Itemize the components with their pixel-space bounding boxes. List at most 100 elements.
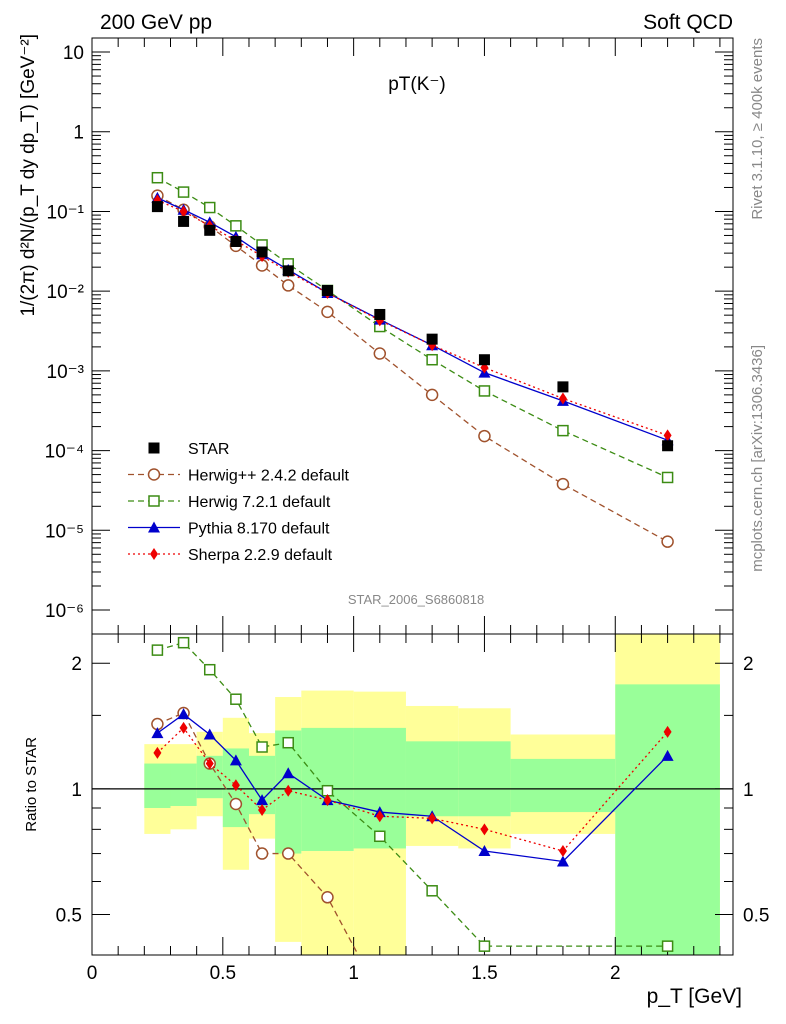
data-point-sherpa	[153, 746, 162, 759]
data-point-herwigpp	[321, 305, 334, 319]
data-point-pythia	[556, 855, 569, 867]
uncertainty-band-stat	[144, 763, 171, 808]
x-tick-label: 0.5	[210, 963, 236, 984]
data-point-star	[374, 308, 386, 320]
data-point-sherpa	[205, 757, 214, 770]
series-line-sherpa	[157, 199, 668, 437]
data-point-sherpa	[258, 804, 267, 817]
data-point-herwigpp	[229, 797, 243, 811]
legend-marker-sherpa	[150, 548, 158, 560]
data-point-herwig7	[230, 220, 242, 232]
legend-label-star: STAR	[188, 441, 229, 458]
ratio-y-axis-label: Ratio to STAR	[23, 737, 40, 832]
x-tick-label: 1.5	[471, 963, 497, 984]
x-tick-label: 1	[348, 963, 359, 984]
data-point-herwigpp	[556, 477, 570, 491]
data-point-star	[426, 333, 438, 345]
data-point-herwigpp	[661, 535, 674, 548]
ratio-y-tick-label: 0.5	[56, 906, 82, 927]
series-line-herwigpp	[157, 712, 359, 955]
data-point-herwigpp	[281, 847, 295, 860]
y-tick-label: 10⁻⁴	[45, 442, 84, 463]
data-point-herwigpp	[478, 429, 491, 443]
data-point-herwigpp	[321, 891, 334, 904]
data-point-sherpa	[480, 823, 489, 836]
data-point-herwigpp	[255, 847, 269, 860]
data-point-pythia	[661, 749, 674, 761]
data-point-star	[178, 215, 190, 227]
data-point-star	[662, 440, 674, 452]
data-point-herwig7	[203, 201, 216, 214]
data-point-pythia	[229, 754, 242, 766]
main-plot: 10⁻⁶ 10⁻⁵ 10⁻⁴ 10⁻³ 10⁻² 10⁻¹ 1 10 pT(K⁻) STAR_…	[18, 34, 734, 635]
data-point-herwig7	[256, 741, 268, 753]
series-line-pythia	[157, 713, 669, 863]
legend-label-sherpa: Sherpa 2.2.9 default	[188, 547, 333, 564]
legend-label-herwig7: Herwig 7.2.1 default	[188, 494, 331, 511]
ratio-y-tick-label: 0.5	[743, 906, 769, 927]
data-point-sherpa	[179, 205, 188, 218]
plot-title: pT(K⁻)	[388, 74, 446, 95]
data-point-sherpa	[284, 784, 293, 797]
data-point-sherpa	[375, 810, 384, 823]
data-point-sherpa	[558, 392, 567, 405]
data-point-herwig7	[374, 830, 386, 843]
main-y-axis-label: 1/(2π) d²N/(p_T dy dp_T) [GeV⁻²]	[18, 34, 39, 317]
data-point-sherpa	[179, 721, 188, 734]
data-point-star	[478, 354, 490, 366]
ratio-plot-frame	[91, 633, 734, 956]
data-point-pythia	[478, 844, 491, 856]
data-point-star	[282, 265, 294, 277]
data-point-star	[230, 235, 242, 247]
y-tick-label: 10⁻³	[47, 362, 85, 383]
y-tick-label: 10⁻²	[47, 282, 85, 303]
data-point-herwig7	[151, 644, 164, 656]
uncertainty-band-stat	[170, 763, 197, 806]
data-point-star	[557, 381, 569, 393]
legend-marker-herwig7	[148, 495, 160, 507]
uncertainty-band-stat	[510, 758, 616, 813]
data-point-herwig7	[230, 693, 242, 705]
uncertainty-band-stat	[615, 684, 720, 955]
ratio-y-tick-label: 2	[743, 654, 754, 675]
legend-marker-star	[148, 442, 160, 454]
uncertainty-band-stat	[353, 727, 406, 849]
x-axis-label: p_T [GeV]	[647, 985, 742, 1008]
data-point-herwig7	[426, 885, 438, 897]
data-point-pythia	[282, 767, 295, 779]
data-point-pythia	[256, 794, 269, 806]
ratio-plot: 0.5 0.5 1 1 2 2 0 0.5 1 1.5 2 Ratio to STAR p_T [G…	[23, 633, 769, 1008]
y-tick-label: 10⁻⁶	[45, 601, 84, 622]
uncertainty-band-stat	[405, 741, 459, 817]
data-point-herwig7	[177, 186, 190, 198]
data-point-sherpa	[323, 794, 332, 807]
data-point-herwig7	[282, 736, 294, 749]
data-point-star	[204, 224, 216, 236]
data-point-sherpa	[663, 429, 672, 442]
data-point-sherpa	[558, 844, 567, 857]
y-tick-label: 10⁻⁵	[45, 521, 84, 542]
legend-marker-pythia	[148, 521, 160, 533]
data-point-sherpa	[428, 812, 437, 825]
y-tick-label: 10	[63, 43, 84, 64]
data-point-pythia	[151, 727, 164, 739]
data-point-herwig7	[151, 171, 164, 184]
rivet-version-label: Rivet 3.1.10, ≥ 400k events	[749, 38, 766, 220]
data-point-star	[151, 201, 163, 213]
legend-marker-herwigpp	[147, 468, 161, 481]
collision-label: 200 GeV pp	[100, 11, 212, 34]
data-point-sherpa	[231, 779, 240, 792]
data-point-pythia	[177, 708, 190, 720]
legend-label-pythia: Pythia 8.170 default	[188, 521, 330, 538]
x-tick-label: 0	[87, 963, 98, 984]
ratio-y-tick-label: 1	[71, 780, 82, 801]
source-label: mcplots.cern.ch [arXiv:1306.3436]	[749, 345, 766, 572]
data-point-herwig7	[661, 940, 674, 952]
y-tick-label: 1	[73, 123, 84, 144]
data-point-herwig7	[177, 636, 190, 649]
data-point-herwig7	[426, 353, 438, 366]
category-label: Soft QCD	[643, 11, 733, 34]
ratio-y-tick-label: 2	[71, 654, 82, 675]
uncertainty-band-stat	[458, 741, 511, 817]
